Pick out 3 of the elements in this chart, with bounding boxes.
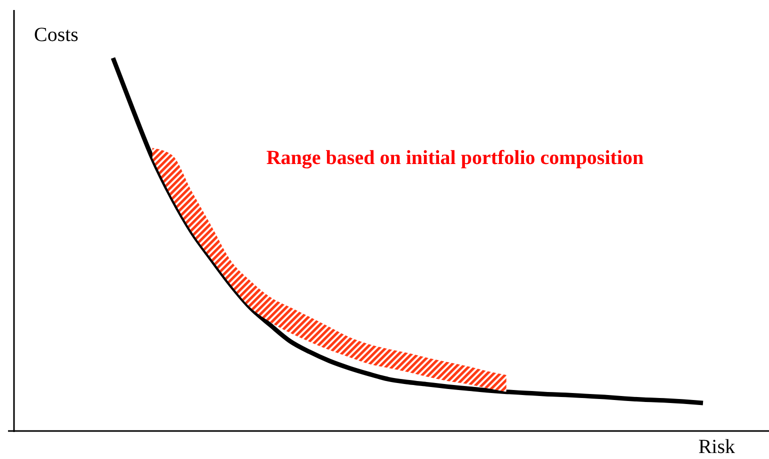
y-axis-title: Costs <box>34 24 79 46</box>
x-axis-title: Risk <box>698 436 735 458</box>
annotation: Range based on initial portfolio composition <box>266 147 644 169</box>
